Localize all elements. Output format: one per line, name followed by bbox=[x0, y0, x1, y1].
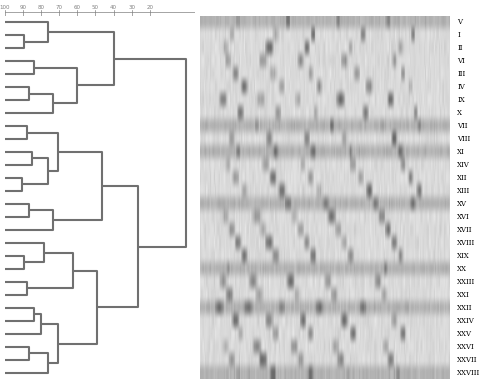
Text: XXVI: XXVI bbox=[457, 343, 475, 351]
Text: XXI: XXI bbox=[457, 291, 470, 299]
Text: IX: IX bbox=[457, 96, 465, 104]
Text: XX: XX bbox=[457, 265, 467, 273]
Text: XIII: XIII bbox=[457, 187, 470, 195]
Text: III: III bbox=[457, 70, 466, 78]
Text: I: I bbox=[457, 31, 460, 39]
Text: 100: 100 bbox=[0, 5, 10, 10]
Text: IV: IV bbox=[457, 83, 465, 91]
Text: XXVIII: XXVIII bbox=[457, 369, 480, 377]
Text: 30: 30 bbox=[128, 5, 135, 10]
Text: XVI: XVI bbox=[457, 213, 470, 221]
Text: XXVII: XXVII bbox=[457, 356, 478, 364]
Text: II: II bbox=[457, 44, 463, 52]
Text: 70: 70 bbox=[56, 5, 63, 10]
Text: 80: 80 bbox=[38, 5, 44, 10]
Text: V: V bbox=[457, 18, 462, 26]
Text: VI: VI bbox=[457, 57, 465, 65]
Text: 90: 90 bbox=[20, 5, 26, 10]
Text: XII: XII bbox=[457, 174, 468, 182]
Text: XXII: XXII bbox=[457, 304, 473, 312]
Text: XXIV: XXIV bbox=[457, 317, 475, 325]
Text: XIV: XIV bbox=[457, 161, 470, 169]
Text: 50: 50 bbox=[92, 5, 99, 10]
Text: VIII: VIII bbox=[457, 135, 470, 143]
Text: XVII: XVII bbox=[457, 226, 473, 234]
Text: X: X bbox=[457, 109, 462, 117]
Text: XXV: XXV bbox=[457, 330, 472, 338]
Text: 40: 40 bbox=[110, 5, 117, 10]
Text: XI: XI bbox=[457, 148, 465, 156]
Text: VII: VII bbox=[457, 122, 468, 130]
Text: XV: XV bbox=[457, 200, 467, 208]
Text: XXIII: XXIII bbox=[457, 278, 475, 286]
Text: XIX: XIX bbox=[457, 252, 470, 260]
Text: XVIII: XVIII bbox=[457, 239, 475, 247]
Text: 20: 20 bbox=[146, 5, 154, 10]
Text: 60: 60 bbox=[74, 5, 81, 10]
